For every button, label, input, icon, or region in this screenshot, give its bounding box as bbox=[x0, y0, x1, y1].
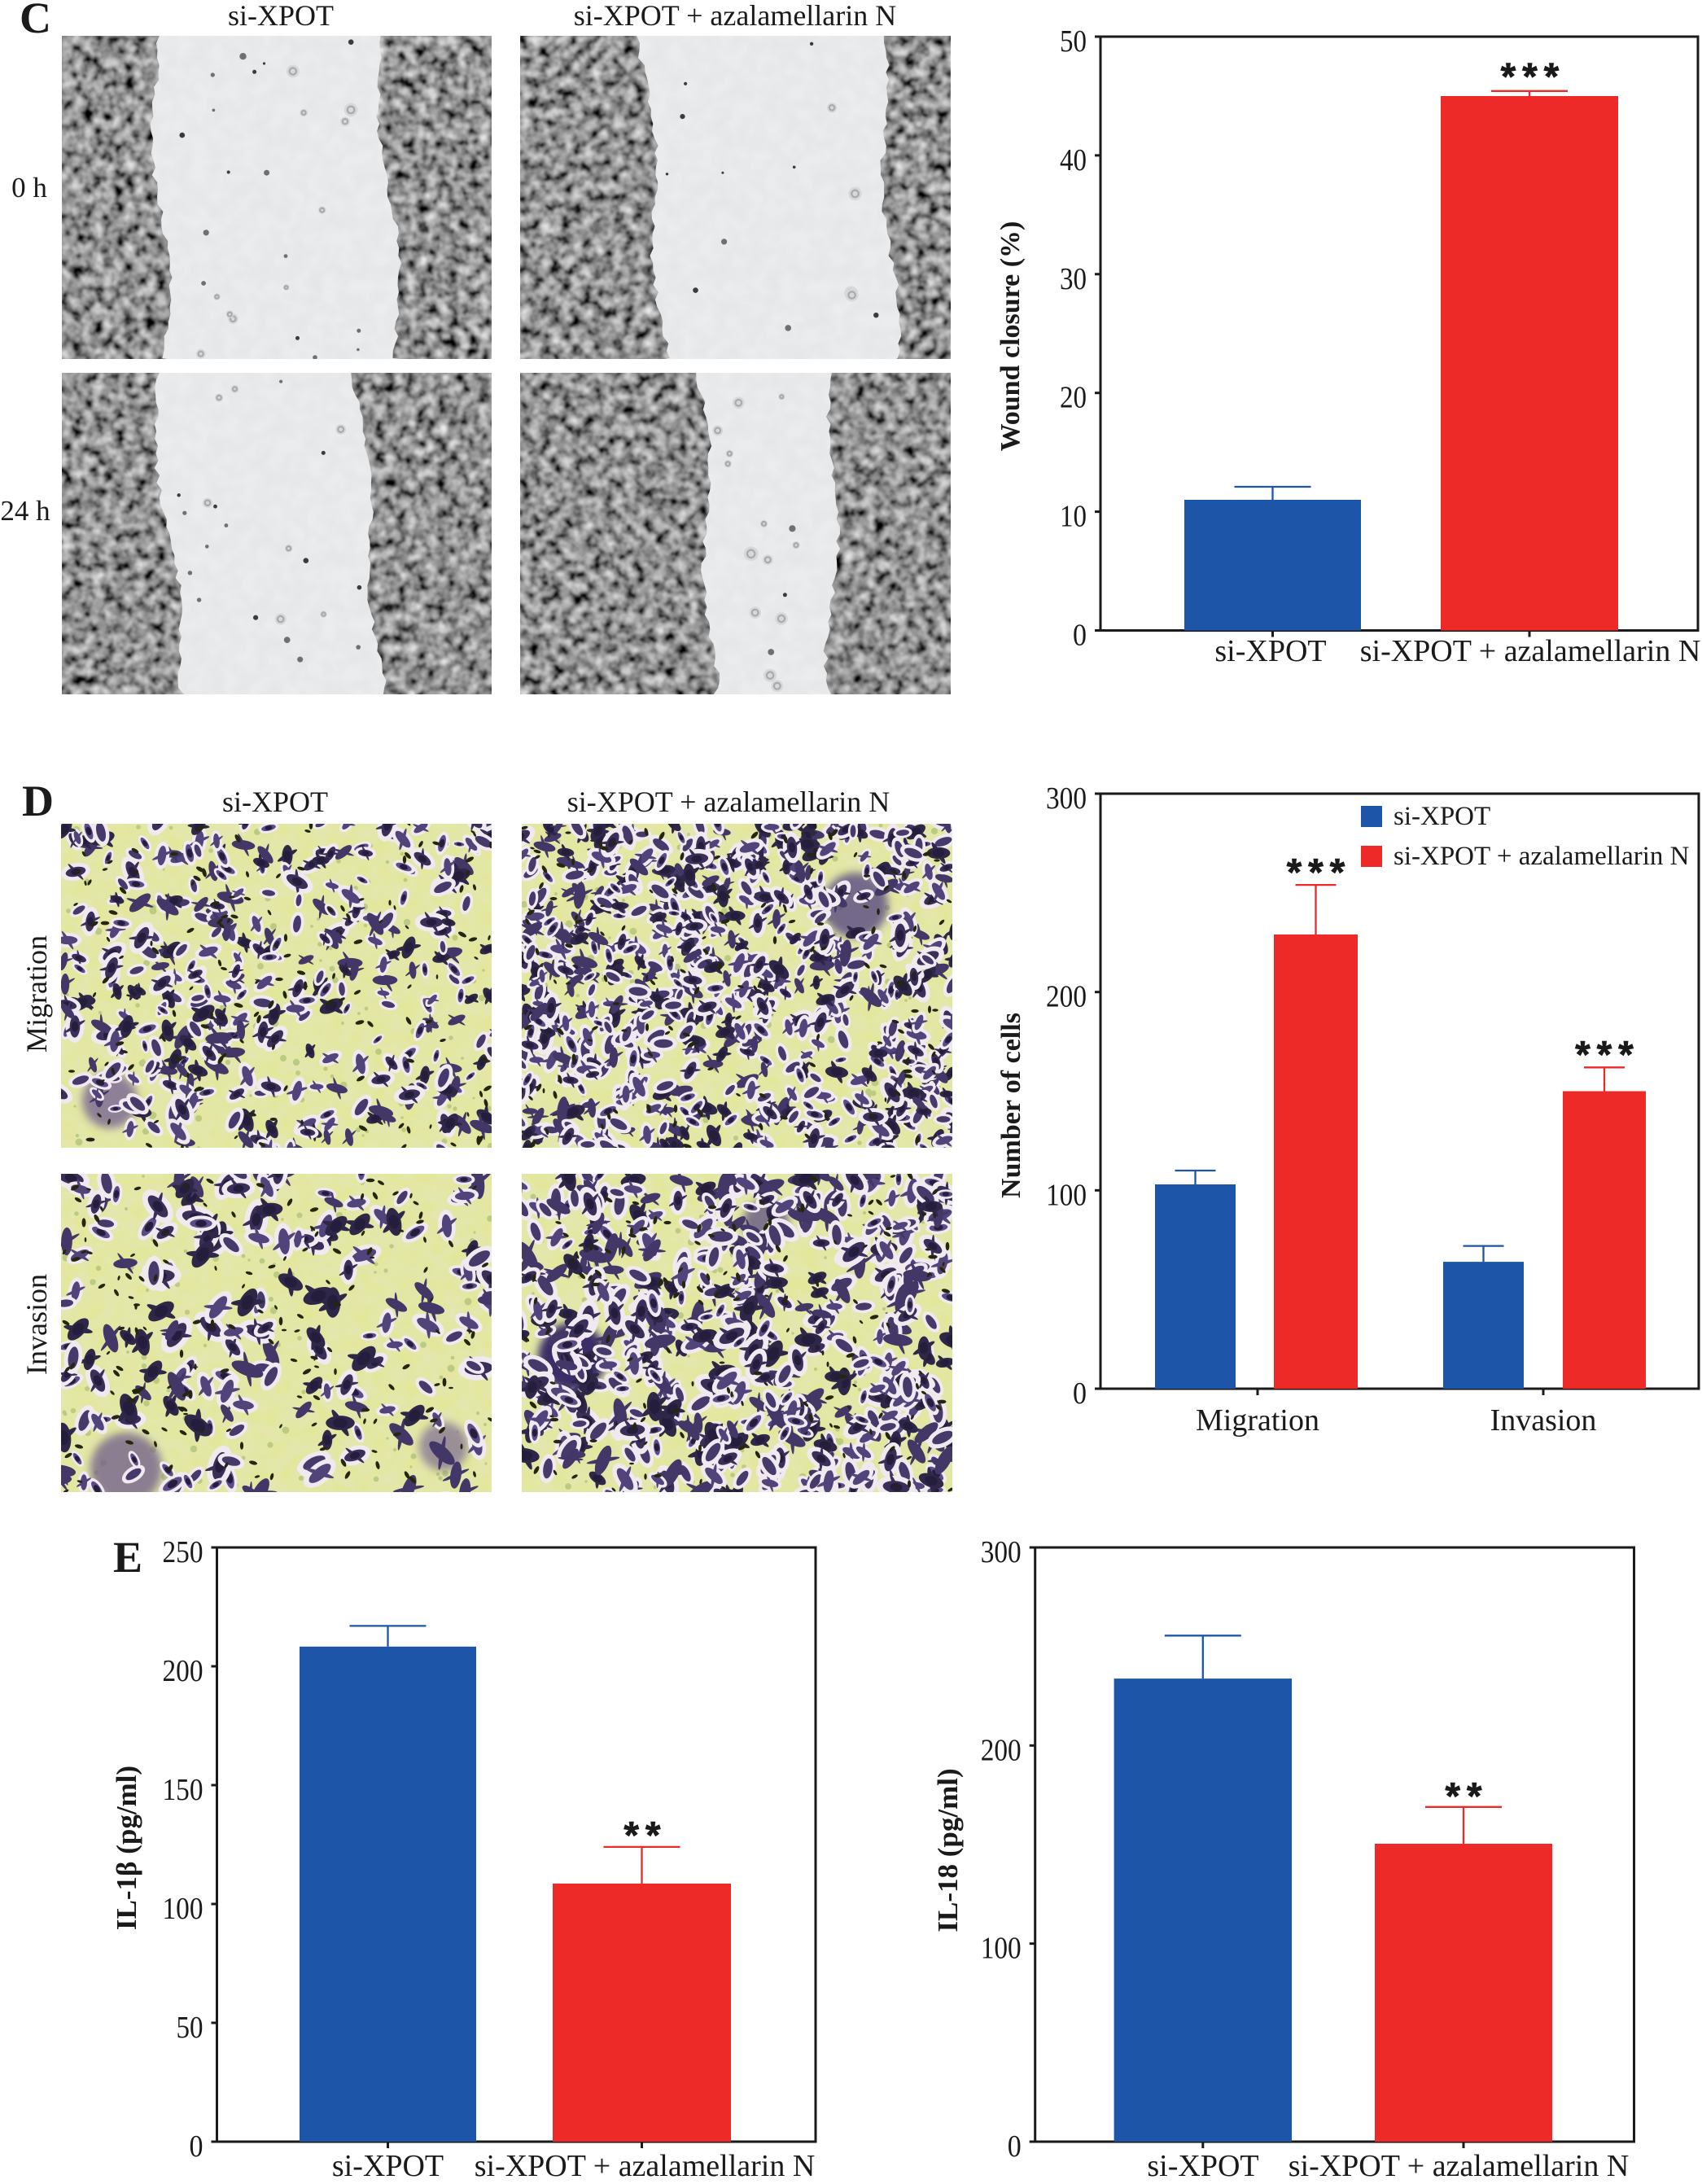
svg-text:0: 0 bbox=[1073, 1376, 1087, 1411]
svg-text:0: 0 bbox=[190, 2129, 203, 2164]
svg-text:0: 0 bbox=[1008, 2129, 1022, 2164]
svg-text:C: C bbox=[20, 0, 51, 42]
svg-text:si-XPOT: si-XPOT bbox=[228, 0, 334, 32]
svg-text:D: D bbox=[22, 777, 54, 825]
svg-text:Wound closure (%): Wound closure (%) bbox=[995, 221, 1026, 452]
svg-text:200: 200 bbox=[163, 1654, 203, 1688]
svg-text:si-XPOT: si-XPOT bbox=[1394, 802, 1490, 831]
svg-text:si-XPOT + azalamellarin N: si-XPOT + azalamellarin N bbox=[1394, 842, 1690, 871]
svg-text:si-XPOT: si-XPOT bbox=[1214, 634, 1326, 668]
svg-text:30: 30 bbox=[1060, 262, 1087, 296]
svg-text:10: 10 bbox=[1060, 500, 1087, 534]
svg-text:0 h: 0 h bbox=[11, 172, 47, 204]
svg-text:20: 20 bbox=[1060, 381, 1087, 415]
svg-text:si-XPOT + azalamellarin N: si-XPOT + azalamellarin N bbox=[1360, 634, 1701, 668]
svg-text:0: 0 bbox=[1073, 619, 1087, 653]
svg-text:IL-1β (pg/ml): IL-1β (pg/ml) bbox=[111, 1766, 142, 1930]
svg-text:40: 40 bbox=[1060, 143, 1087, 177]
svg-text:50: 50 bbox=[177, 2011, 203, 2045]
svg-text:200: 200 bbox=[981, 1733, 1022, 1767]
svg-text:si-XPOT + azalamellarin N: si-XPOT + azalamellarin N bbox=[475, 2149, 816, 2183]
svg-text:si-XPOT: si-XPOT bbox=[222, 786, 328, 818]
svg-text:200: 200 bbox=[1046, 980, 1087, 1014]
svg-text:24 h: 24 h bbox=[0, 495, 50, 527]
svg-text:Invasion: Invasion bbox=[1490, 1403, 1597, 1438]
svg-text:Invasion: Invasion bbox=[20, 1274, 53, 1375]
svg-text:50: 50 bbox=[1060, 24, 1087, 59]
svg-text:300: 300 bbox=[981, 1535, 1022, 1569]
svg-text:IL-18 (pg/ml): IL-18 (pg/ml) bbox=[932, 1768, 964, 1932]
svg-text:si-XPOT: si-XPOT bbox=[1147, 2149, 1258, 2183]
svg-text:250: 250 bbox=[163, 1535, 203, 1569]
svg-text:Migration: Migration bbox=[1196, 1403, 1319, 1438]
svg-text:100: 100 bbox=[1046, 1178, 1087, 1212]
svg-text:Migration: Migration bbox=[20, 935, 53, 1053]
svg-text:100: 100 bbox=[981, 1932, 1022, 1966]
svg-text:100: 100 bbox=[163, 1892, 203, 1926]
svg-text:si-XPOT + azalamellarin N: si-XPOT + azalamellarin N bbox=[1289, 2149, 1630, 2183]
svg-text:si-XPOT: si-XPOT bbox=[332, 2149, 444, 2183]
svg-text:E: E bbox=[113, 1533, 142, 1582]
svg-text:Number of cells: Number of cells bbox=[996, 1013, 1026, 1198]
svg-text:si-XPOT + azalamellarin N: si-XPOT + azalamellarin N bbox=[574, 0, 897, 32]
svg-text:300: 300 bbox=[1046, 781, 1087, 816]
svg-text:si-XPOT + azalamellarin N: si-XPOT + azalamellarin N bbox=[567, 786, 890, 818]
svg-text:150: 150 bbox=[163, 1773, 203, 1807]
